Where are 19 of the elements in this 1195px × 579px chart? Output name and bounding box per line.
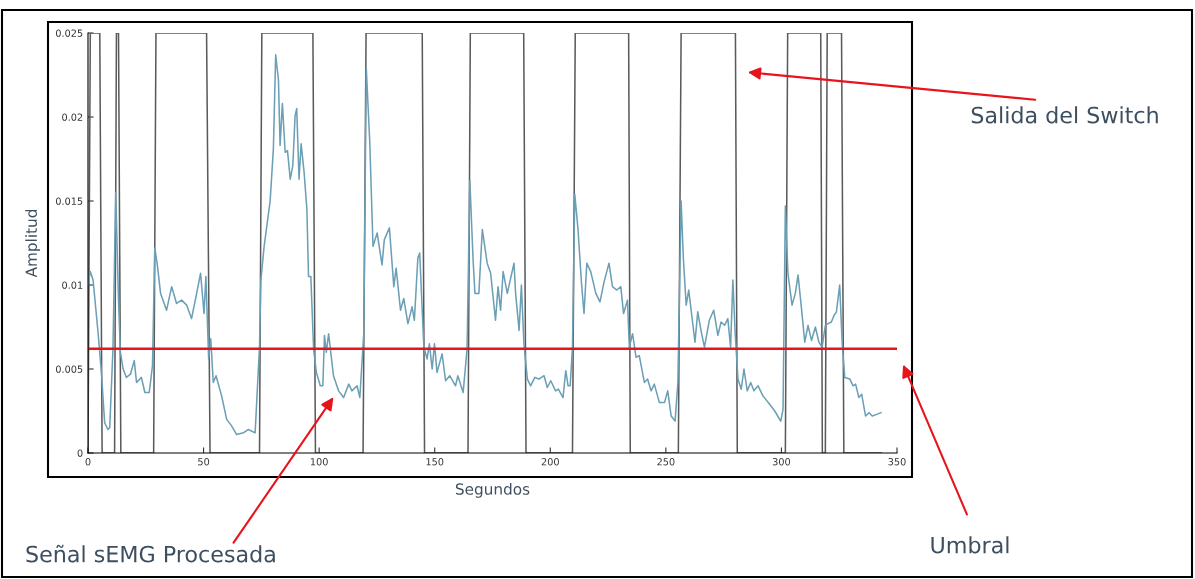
text: Salida del Switch	[971, 106, 1158, 124]
x-tick-label: 0	[85, 458, 91, 466]
y-tick-label: 0.015	[55, 197, 83, 205]
y-tick-label: 0.005	[55, 365, 83, 373]
y-tick-label: 0	[77, 449, 83, 457]
x-tick-label: 250	[657, 458, 675, 466]
text: Señal sEMG Procesada	[26, 544, 275, 563]
x-tick-label: 200	[541, 458, 559, 466]
text: Umbral	[931, 536, 1009, 554]
y-tick-label: 0.025	[55, 29, 83, 37]
x-tick-label: 100	[310, 458, 328, 466]
x-tick-label: 350	[888, 458, 906, 466]
x-tick-label: 50	[198, 458, 210, 466]
y-tick-label: 0.02	[62, 113, 83, 121]
x-axis-title: Segundos	[455, 483, 530, 498]
x-tick-label: 300	[772, 458, 791, 466]
x-tick-label: 150	[426, 458, 444, 466]
y-axis-title: Amplitud	[25, 209, 40, 278]
y-tick-label: 0.01	[62, 281, 83, 289]
